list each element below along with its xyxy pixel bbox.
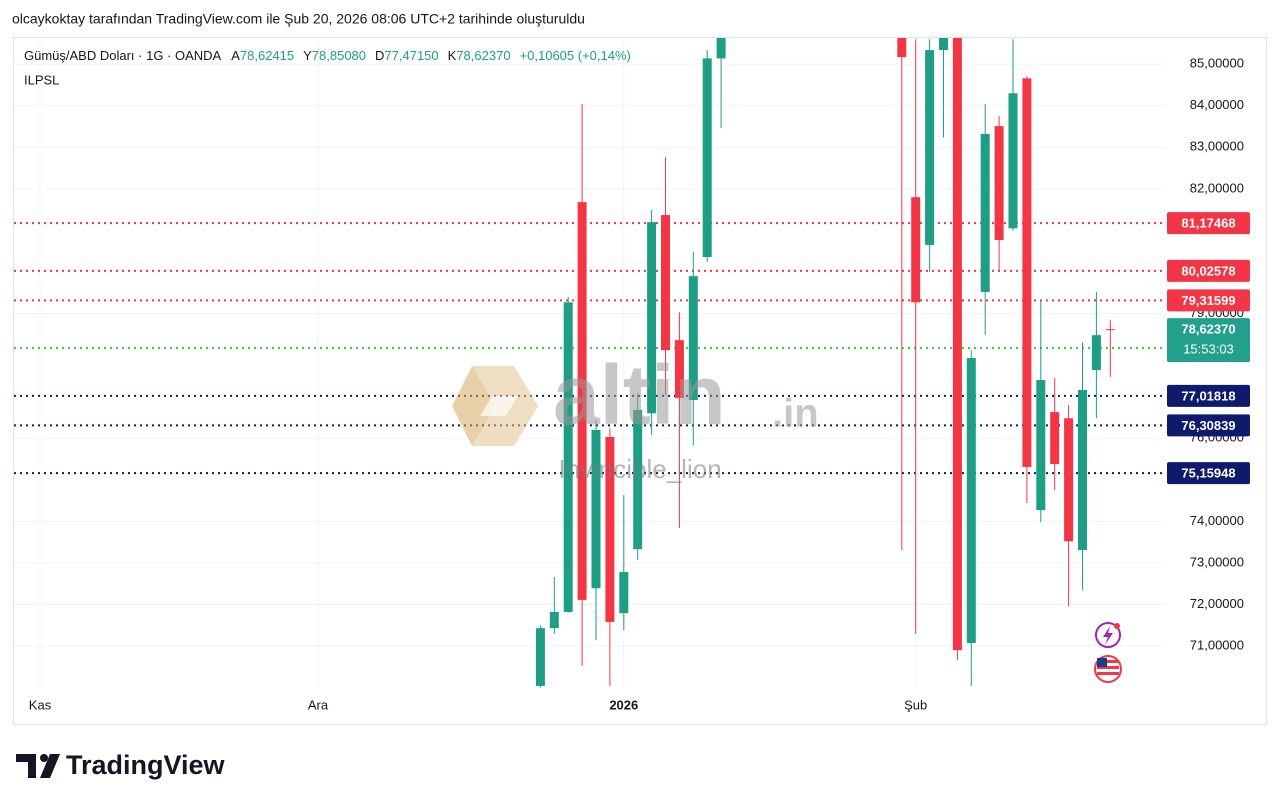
ohlc-key: D	[375, 48, 384, 63]
ohlc-value: 78,62370	[456, 48, 510, 63]
candle-body	[911, 197, 921, 303]
countdown-label: 15:53:03	[1183, 342, 1234, 357]
y-tick-label: 71,00000	[1190, 637, 1244, 652]
watermark-suffix: .in	[772, 392, 819, 436]
last-price-box	[1167, 318, 1250, 363]
candle-body	[702, 58, 712, 258]
x-tick-label: 2026	[609, 697, 638, 712]
flag-canton	[1097, 658, 1107, 667]
candle-body	[952, 38, 962, 651]
header: Gümüş/ABD Doları · 1G · OANDA A78,62415 Y7…	[24, 48, 631, 87]
flag-stripe	[1097, 672, 1119, 675]
y-tick-label: 73,00000	[1190, 554, 1244, 569]
candles	[535, 38, 1115, 688]
candle-body	[1078, 390, 1087, 551]
y-tick-label: 85,00000	[1190, 56, 1244, 71]
candle-body	[994, 126, 1004, 240]
candle-body	[1008, 93, 1018, 229]
ohlc-value: 78,85080	[312, 48, 366, 63]
candle-body	[1091, 335, 1101, 371]
level-label: 79,31599	[1181, 293, 1235, 308]
candle-body	[1036, 380, 1046, 511]
watermark-logo: altin	[553, 348, 726, 442]
candle-body	[716, 38, 726, 59]
change-value: +0,10605 (+0,14%)	[520, 48, 631, 63]
level-label-box	[1167, 212, 1250, 235]
level-label-box	[1167, 259, 1250, 282]
brand-icon-part	[40, 754, 48, 762]
lightning-glyph	[1103, 626, 1113, 645]
x-tick-label: Ara	[308, 697, 329, 712]
candle-body	[549, 611, 559, 629]
candle-body	[605, 436, 615, 622]
level-label-box	[1167, 384, 1250, 407]
candle-body	[619, 572, 629, 614]
brand-name: TradingView	[66, 750, 226, 780]
level-label-box	[1167, 462, 1250, 485]
ohlc-value: 78,62415	[240, 48, 294, 63]
candle-body	[897, 38, 907, 58]
x-tick-label: Şub	[904, 697, 927, 712]
candle-body	[1105, 329, 1115, 331]
ohlc-value: 77,47150	[384, 48, 438, 63]
y-tick-label: 83,00000	[1190, 139, 1244, 154]
event-icons	[1094, 622, 1122, 683]
candle-body	[1050, 412, 1060, 464]
axes: 71,0000072,0000073,0000074,0000076,00000…	[29, 56, 1250, 712]
level-label: 81,17468	[1181, 216, 1235, 231]
caption: olcaykoktay tarafından TradingView.com i…	[12, 11, 585, 27]
candle-body	[688, 276, 698, 400]
level-label: 80,02578	[1181, 263, 1235, 278]
legend-line: Gümüş/ABD Doları · 1G · OANDA A78,62415 Y7…	[24, 48, 631, 63]
candle-body	[925, 50, 935, 245]
chart-frame	[13, 37, 1267, 725]
y-tick-label: 74,00000	[1190, 513, 1244, 528]
level-label: 77,01818	[1181, 388, 1235, 403]
candle-body	[591, 429, 601, 589]
level-label: 76,30839	[1181, 418, 1235, 433]
level-label-box	[1167, 414, 1250, 437]
watermark-icon	[452, 366, 538, 446]
x-tick-label: Kas	[29, 697, 52, 712]
ohlc-key: Y	[303, 48, 312, 63]
brand: TradingView	[16, 750, 226, 780]
candle-body	[1022, 78, 1032, 467]
level-label-box	[1167, 289, 1250, 312]
indicator-name: ILPSL	[24, 72, 59, 87]
y-tick-label: 82,00000	[1190, 180, 1244, 195]
ohlc-key: A	[231, 48, 240, 63]
candle-body	[633, 409, 643, 550]
y-tick-label: 84,00000	[1190, 97, 1244, 112]
level-label: 75,15948	[1181, 466, 1235, 481]
candle-body	[647, 222, 657, 414]
candle-body	[577, 202, 587, 600]
watermark-author: Invincible_lion	[558, 454, 721, 484]
watermark: altin .in Invincible_lion	[452, 348, 819, 484]
flag-stripe	[1097, 666, 1119, 669]
y-tick-label: 72,00000	[1190, 596, 1244, 611]
flag-stripe	[1097, 660, 1119, 663]
candle-body	[980, 134, 990, 292]
candle-body	[966, 358, 976, 644]
ohlc-key: K	[448, 48, 457, 63]
candle-body	[674, 340, 684, 398]
candle-body	[563, 302, 573, 612]
candle-body	[1064, 418, 1074, 542]
candle-body	[939, 38, 948, 51]
symbol-title: Gümüş/ABD Doları · 1G · OANDA	[24, 48, 222, 63]
brand-icon-part	[40, 754, 60, 778]
brand-icon-part	[16, 754, 36, 778]
candle-body	[661, 215, 670, 351]
lightning-dot	[1114, 623, 1120, 629]
candle-body	[535, 628, 545, 686]
last-price-label: 78,62370	[1181, 322, 1235, 337]
